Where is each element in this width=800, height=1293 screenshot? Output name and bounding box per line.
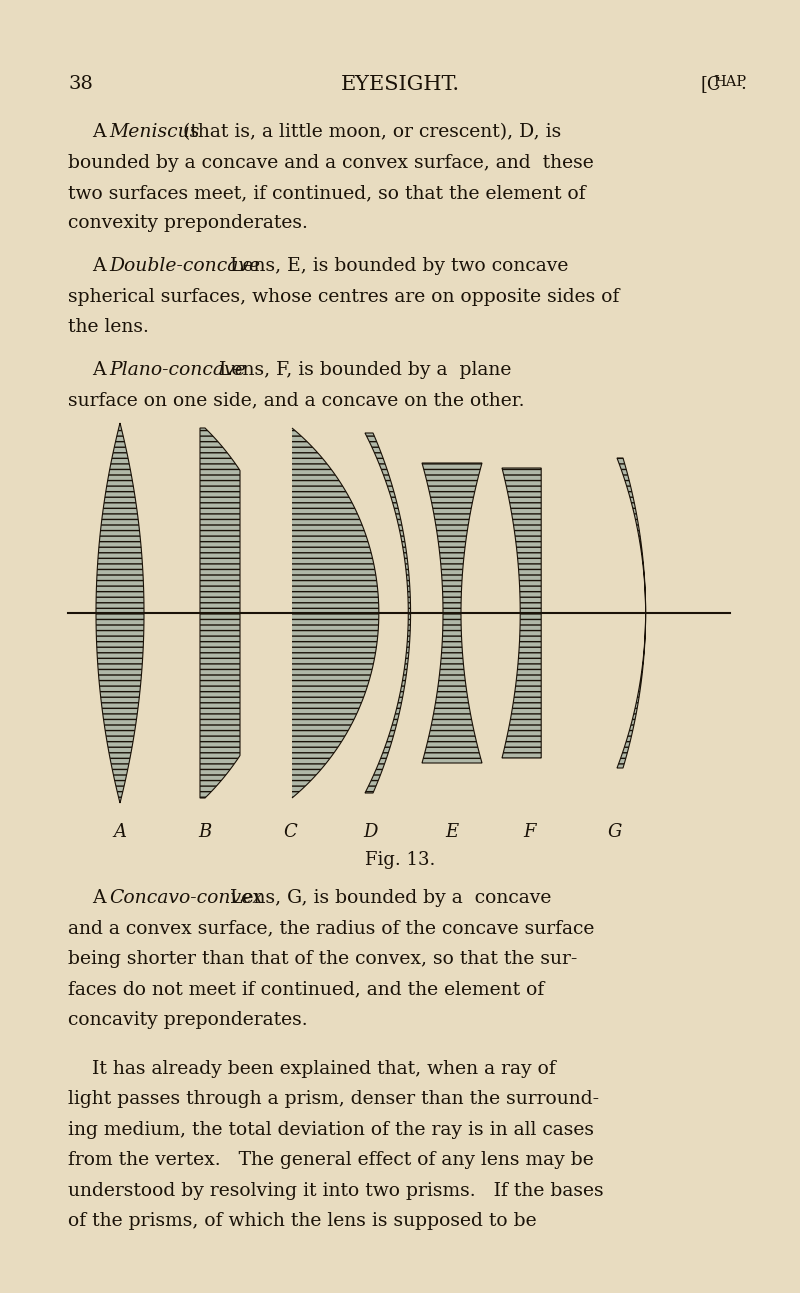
Text: HAP: HAP	[713, 75, 746, 89]
Text: C: C	[283, 824, 297, 840]
Text: spherical surfaces, whose centres are on opposite sides of: spherical surfaces, whose centres are on…	[68, 288, 619, 305]
Text: being shorter than that of the convex, so that the sur-: being shorter than that of the convex, s…	[68, 950, 578, 968]
Text: of the prisms, of which the lens is supposed to be: of the prisms, of which the lens is supp…	[68, 1213, 537, 1231]
Text: (that is, a little moon, or crescent), D, is: (that is, a little moon, or crescent), D…	[177, 123, 562, 141]
Text: understood by resolving it into two prisms.   If the bases: understood by resolving it into two pris…	[68, 1182, 604, 1200]
Text: A: A	[92, 361, 111, 379]
Text: the lens.: the lens.	[68, 318, 149, 336]
Text: A: A	[92, 890, 111, 906]
Text: concavity preponderates.: concavity preponderates.	[68, 1011, 308, 1029]
Text: Fig. 13.: Fig. 13.	[365, 851, 435, 869]
Text: B: B	[198, 824, 212, 840]
Polygon shape	[200, 428, 240, 798]
Text: G: G	[608, 824, 622, 840]
Text: 38: 38	[68, 75, 93, 93]
Text: Double-concave: Double-concave	[109, 257, 260, 275]
Text: [C: [C	[700, 75, 721, 93]
Text: light passes through a prism, denser than the surround-: light passes through a prism, denser tha…	[68, 1090, 599, 1108]
Text: F: F	[524, 824, 536, 840]
Text: A: A	[92, 257, 111, 275]
Text: from the vertex.   The general effect of any lens may be: from the vertex. The general effect of a…	[68, 1151, 594, 1169]
Text: Meniscus: Meniscus	[109, 123, 199, 141]
Text: convexity preponderates.: convexity preponderates.	[68, 215, 308, 233]
Text: .: .	[740, 75, 746, 93]
Text: EYESIGHT.: EYESIGHT.	[341, 75, 459, 94]
Text: surface on one side, and a concave on the other.: surface on one side, and a concave on th…	[68, 392, 525, 410]
Text: E: E	[446, 824, 458, 840]
Text: Plano-concave: Plano-concave	[109, 361, 246, 379]
Polygon shape	[422, 463, 482, 763]
Polygon shape	[617, 458, 646, 768]
Text: Lens, F, is bounded by a  plane: Lens, F, is bounded by a plane	[213, 361, 511, 379]
Text: bounded by a concave and a convex surface, and  these: bounded by a concave and a convex surfac…	[68, 154, 594, 172]
Text: faces do not meet if continued, and the element of: faces do not meet if continued, and the …	[68, 980, 544, 998]
Text: D: D	[363, 824, 377, 840]
Text: and a convex surface, the radius of the concave surface: and a convex surface, the radius of the …	[68, 919, 594, 937]
Text: A: A	[114, 824, 126, 840]
Text: Lens, G, is bounded by a  concave: Lens, G, is bounded by a concave	[224, 890, 551, 906]
Text: A: A	[92, 123, 111, 141]
Polygon shape	[502, 468, 542, 758]
Text: Lens, E, is bounded by two concave: Lens, E, is bounded by two concave	[224, 257, 568, 275]
Text: Concavo-convex: Concavo-convex	[109, 890, 263, 906]
Text: two surfaces meet, if continued, so that the element of: two surfaces meet, if continued, so that…	[68, 184, 586, 202]
Text: ing medium, the total deviation of the ray is in all cases: ing medium, the total deviation of the r…	[68, 1121, 594, 1139]
Polygon shape	[365, 433, 410, 793]
Polygon shape	[96, 423, 144, 803]
Text: It has already been explained that, when a ray of: It has already been explained that, when…	[92, 1060, 556, 1078]
